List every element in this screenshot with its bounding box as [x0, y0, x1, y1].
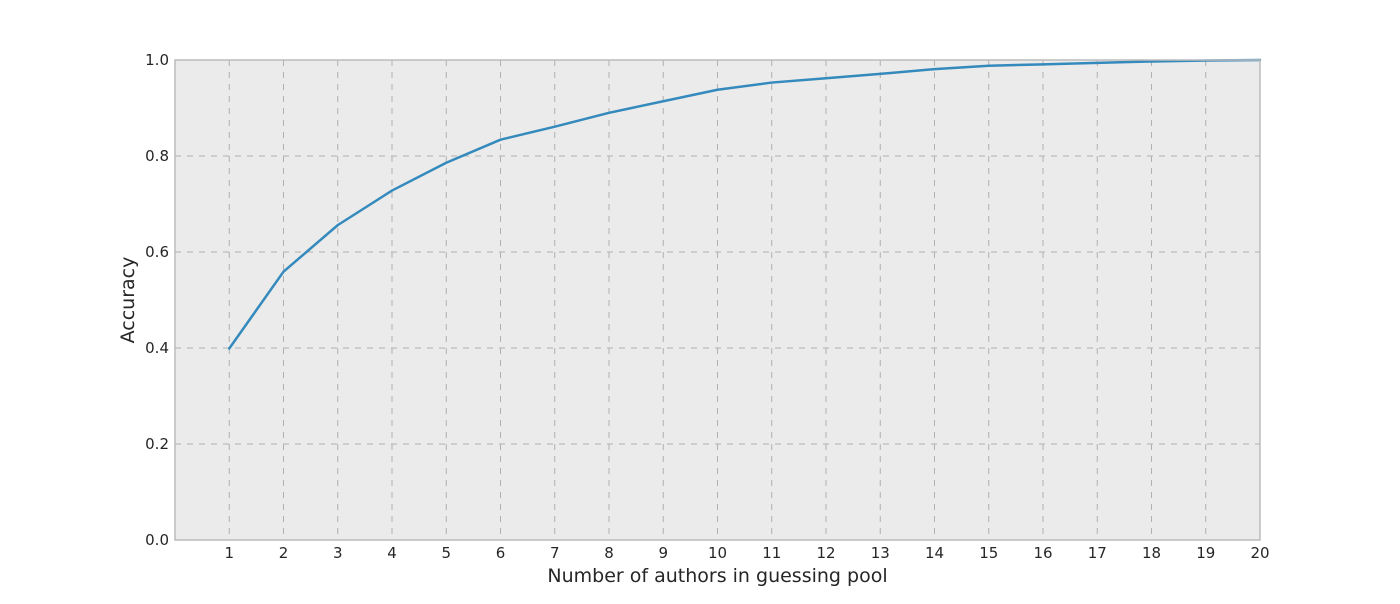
x-tick-label: 7: [550, 544, 560, 562]
y-tick-label: 0.8: [145, 147, 169, 165]
plot-frame: [174, 59, 1261, 541]
x-tick-label: 1: [224, 544, 234, 562]
x-tick-label: 15: [979, 544, 998, 562]
series-layer: [228, 58, 1262, 350]
series-line: [228, 58, 1262, 350]
grid-lines: [175, 59, 1261, 541]
x-tick-label: 17: [1088, 544, 1107, 562]
x-tick-label: 8: [604, 544, 614, 562]
x-tick-label: 11: [762, 544, 781, 562]
x-tick-label: 4: [387, 544, 397, 562]
x-tick-label: 9: [658, 544, 668, 562]
y-tick-label: 0.6: [145, 243, 169, 261]
x-tick-label: 14: [925, 544, 944, 562]
tick-labels: 1 2 3 4 5 6 7 8 9 10 11 12 13 14 15 16 17 18 19 200.00.20.4…: [145, 51, 1269, 562]
y-tick-label: 0.0: [145, 531, 169, 549]
y-axis-title: Accuracy: [117, 257, 139, 344]
y-tick-label: 0.4: [145, 339, 169, 357]
x-tick-label: 13: [871, 544, 890, 562]
x-tick-label: 5: [441, 544, 451, 562]
x-axis-title: Number of authors in guessing pool: [547, 565, 887, 587]
x-tick-label: 6: [496, 544, 506, 562]
x-tick-label: 19: [1196, 544, 1215, 562]
x-tick-label: 2: [279, 544, 289, 562]
x-tick-label: 10: [708, 544, 727, 562]
x-tick-label: 18: [1142, 544, 1161, 562]
x-tick-label: 16: [1033, 544, 1052, 562]
y-tick-label: 0.2: [145, 435, 169, 453]
y-tick-label: 1.0: [145, 51, 169, 69]
x-tick-label: 3: [333, 544, 343, 562]
x-tick-label: 12: [816, 544, 835, 562]
x-tick-label: 20: [1250, 544, 1269, 562]
